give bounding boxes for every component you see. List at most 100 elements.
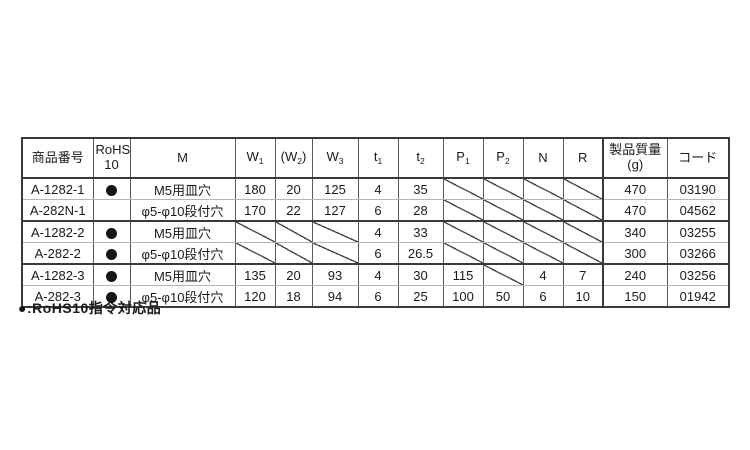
cell-n: 6 [522, 285, 563, 307]
cell-code: 03190 [666, 178, 729, 200]
cell-w3: 127 [311, 199, 358, 222]
cell-weight: 150 [602, 285, 667, 307]
cell-t2: 25 [397, 285, 443, 307]
cell-r: 7 [562, 264, 603, 286]
cell-rohs [92, 242, 130, 265]
cell-rohs [92, 221, 130, 243]
cell-t1: 6 [357, 242, 398, 265]
table-row: A-1282-3 M5用皿穴 135 20 93 4 30 115 4 7 240 03256 [22, 264, 729, 286]
product-spec-table: 商品番号 RoHS 10 M W1 (W2) W3 t1 t2 P1 P2 N … [21, 137, 730, 308]
cell-p2 [482, 221, 523, 243]
cell-weight: 470 [602, 178, 667, 200]
rohs-legend-note: ●:RoHS10指令対応品 [18, 300, 162, 316]
cell-n: 4 [522, 264, 563, 286]
col-header-rohs-line2: 10 [104, 157, 119, 172]
cell-p1 [442, 199, 483, 222]
cell-n [522, 199, 563, 222]
col-header-m: M [129, 138, 235, 179]
cell-t1: 4 [357, 264, 398, 286]
cell-p2 [482, 242, 523, 265]
na-diagonal-slash-icon [276, 222, 312, 242]
cell-m: φ5-φ10段付穴 [129, 199, 235, 222]
cell-code: 03256 [666, 264, 729, 286]
cell-code: 03255 [666, 221, 729, 243]
cell-code: 03266 [666, 242, 729, 265]
header-row: 商品番号 RoHS 10 M W1 (W2) W3 t1 t2 P1 P2 N … [22, 138, 729, 179]
cell-t2: 33 [397, 221, 443, 243]
cell-m: M5用皿穴 [129, 221, 235, 243]
na-diagonal-slash-icon [484, 243, 523, 263]
table-row: A-282-2 φ5-φ10段付穴 6 26.5 300 03266 [22, 242, 729, 265]
cell-w3 [311, 242, 358, 265]
na-diagonal-slash-icon [444, 200, 483, 220]
col-header-w3: W3 [311, 138, 358, 179]
cell-p2 [482, 264, 523, 286]
cell-w3: 94 [311, 285, 358, 307]
cell-product-no: A-282-2 [22, 242, 93, 265]
cell-t2: 35 [397, 178, 443, 200]
cell-w1 [234, 242, 275, 265]
na-diagonal-slash-icon [484, 200, 523, 220]
na-diagonal-slash-icon [484, 222, 523, 242]
col-header-r: R [562, 138, 603, 179]
cell-rohs [92, 178, 130, 200]
cell-w2 [274, 221, 312, 243]
cell-p1: 100 [442, 285, 483, 307]
na-diagonal-slash-icon [444, 179, 483, 199]
rohs-dot-icon [106, 248, 117, 260]
cell-m: φ5-φ10段付穴 [129, 285, 235, 307]
cell-rohs [92, 285, 130, 307]
rohs-dot-icon [106, 184, 117, 196]
cell-w2: 20 [274, 264, 312, 286]
cell-r: 10 [562, 285, 603, 307]
cell-rohs [92, 264, 130, 286]
cell-weight: 340 [602, 221, 667, 243]
cell-r [562, 178, 603, 200]
cell-n [522, 242, 563, 265]
cell-product-no: A-1282-2 [22, 221, 93, 243]
col-header-weight: 製品質量 (g) [602, 138, 667, 179]
cell-m: M5用皿穴 [129, 264, 235, 286]
col-header-n: N [522, 138, 563, 179]
cell-m: M5用皿穴 [129, 178, 235, 200]
cell-p2: 50 [482, 285, 523, 307]
cell-product-no: A-282N-1 [22, 199, 93, 222]
cell-p2 [482, 199, 523, 222]
cell-n [522, 178, 563, 200]
na-diagonal-slash-icon [564, 200, 602, 220]
cell-code: 04562 [666, 199, 729, 222]
cell-product-no: A-1282-3 [22, 264, 93, 286]
cell-p2 [482, 178, 523, 200]
col-header-t2: t2 [397, 138, 443, 179]
cell-t2: 26.5 [397, 242, 443, 265]
cell-w1: 170 [234, 199, 275, 222]
na-diagonal-slash-icon [524, 179, 563, 199]
cell-w3: 93 [311, 264, 358, 286]
cell-code: 01942 [666, 285, 729, 307]
table-row: A-282-3 φ5-φ10段付穴 120 18 94 6 25 100 50 6 10 150 019… [22, 285, 729, 307]
cell-t1: 4 [357, 178, 398, 200]
table-row: A-282N-1 φ5-φ10段付穴 170 22 127 6 28 470 04562 [22, 199, 729, 222]
col-header-t1: t1 [357, 138, 398, 179]
cell-r [562, 199, 603, 222]
na-diagonal-slash-icon [236, 222, 275, 242]
cell-m: φ5-φ10段付穴 [129, 242, 235, 265]
cell-w2 [274, 242, 312, 265]
na-diagonal-slash-icon [524, 222, 563, 242]
cell-t1: 6 [357, 199, 398, 222]
na-diagonal-slash-icon [564, 243, 602, 263]
col-header-weight-line1: 製品質量 [609, 142, 662, 158]
cell-p1: 115 [442, 264, 483, 286]
na-diagonal-slash-icon [236, 243, 275, 263]
cell-w1: 120 [234, 285, 275, 307]
na-diagonal-slash-icon [564, 222, 602, 242]
cell-t1: 4 [357, 221, 398, 243]
col-header-p1: P1 [442, 138, 483, 179]
rohs-dot-icon [106, 270, 117, 282]
cell-w2: 18 [274, 285, 312, 307]
cell-product-no: A-1282-1 [22, 178, 93, 200]
na-diagonal-slash-icon [313, 222, 358, 242]
cell-w2: 22 [274, 199, 312, 222]
table-header: 商品番号 RoHS 10 M W1 (W2) W3 t1 t2 P1 P2 N … [22, 138, 729, 179]
